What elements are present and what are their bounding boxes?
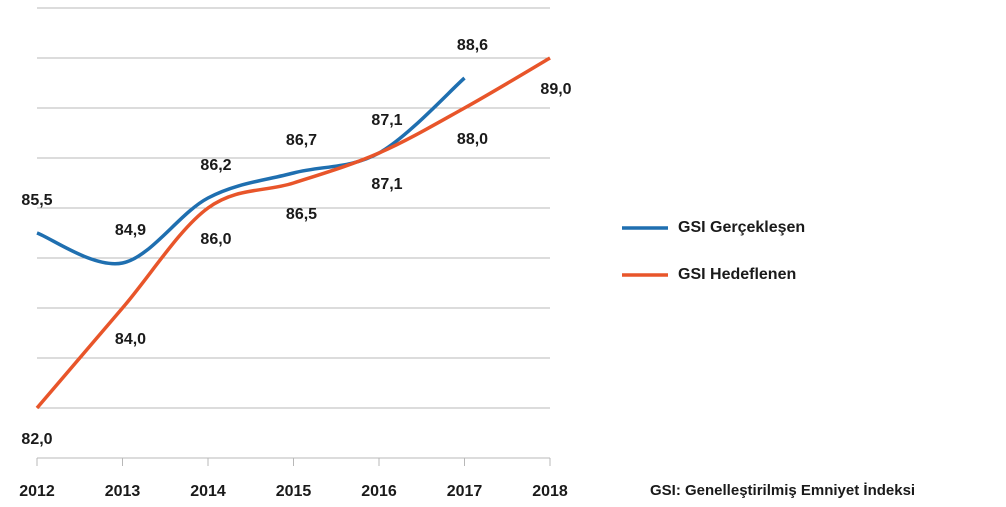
data-label: 86,0 <box>200 231 231 248</box>
data-label: 86,7 <box>286 132 317 149</box>
x-tick-label: 2017 <box>447 483 483 500</box>
data-label: 88,6 <box>457 37 488 54</box>
legend-label: GSI Hedeflenen <box>678 266 796 283</box>
data-label: 89,0 <box>540 81 571 98</box>
data-label: 84,9 <box>115 222 146 239</box>
x-tick-label: 2014 <box>190 483 226 500</box>
series-line <box>36 76 466 266</box>
x-tick-label: 2016 <box>361 483 397 500</box>
x-tick-label: 2013 <box>105 483 141 500</box>
data-label: 82,0 <box>21 431 52 448</box>
data-label: 87,1 <box>371 176 402 193</box>
data-label: 86,2 <box>200 157 231 174</box>
data-label: 87,1 <box>371 112 402 129</box>
x-tick-label: 2018 <box>532 483 568 500</box>
data-label: 88,0 <box>457 131 488 148</box>
legend-label: GSI Gerçekleşen <box>678 219 805 236</box>
data-label: 86,5 <box>286 206 317 223</box>
data-label: 84,0 <box>115 331 146 348</box>
series-line <box>35 56 551 410</box>
x-tick-label: 2015 <box>276 483 312 500</box>
x-tick-label: 2012 <box>19 483 55 500</box>
data-label: 85,5 <box>21 192 52 209</box>
footnote: GSI: Genelleştirilmiş Emniyet İndeksi <box>650 482 915 499</box>
